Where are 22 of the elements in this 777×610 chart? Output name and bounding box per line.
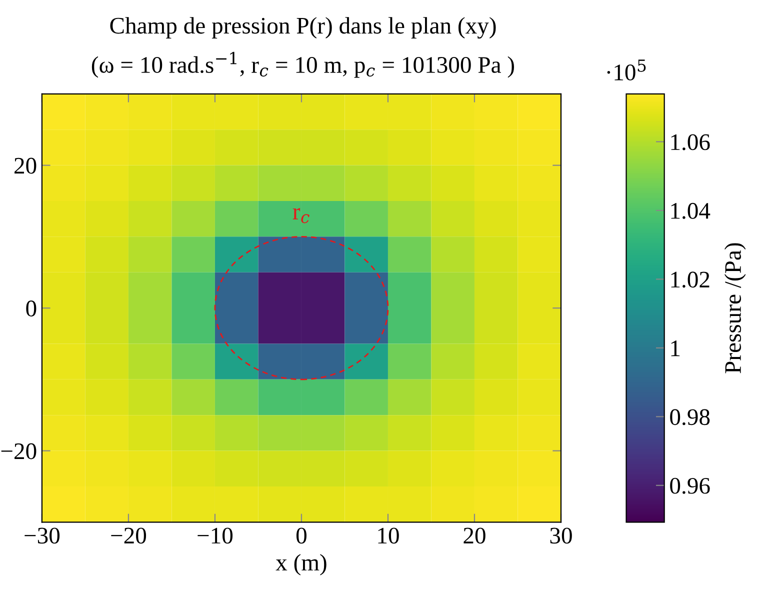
color-bar-label: 1.04 bbox=[671, 202, 710, 219]
text: ·10$^{5}$ bbox=[607, 60, 646, 80]
color-bar-label: 1.02 bbox=[671, 272, 710, 288]
y-tick-label: 20 bbox=[14, 158, 36, 174]
x-tick-label: 0 bbox=[296, 528, 306, 544]
color-bar-label: 0.96 bbox=[670, 478, 710, 494]
y-tick-label: 0 bbox=[26, 300, 36, 316]
color-bar-label: 1 bbox=[671, 340, 680, 356]
color-bar-label: 1.06 bbox=[671, 134, 710, 150]
x-axis-title: x (m) bbox=[276, 554, 326, 576]
color-bar-title: Pressure /(Pa) bbox=[724, 243, 746, 374]
x-tick-label: 20 bbox=[464, 528, 486, 544]
x-tick-label: −20 bbox=[111, 528, 146, 544]
color-bar-label: 0.98 bbox=[670, 409, 710, 426]
x-tick-label: 10 bbox=[378, 528, 399, 544]
annotation: r$_{c}$ bbox=[292, 208, 310, 224]
x-tick-label: 30 bbox=[550, 528, 572, 544]
chart-subtitle: (ω = 10 rad.s$^{−1}$, r$_{c}$ = 10 m, p$_{c}$ = 101300 Pa ) bbox=[92, 52, 514, 78]
x-tick-label: −30 bbox=[24, 528, 60, 544]
x-tick-label: −10 bbox=[198, 528, 233, 544]
y-tick-label: −20 bbox=[1, 443, 36, 460]
chart-title: Champ de pression P(r) dans le plan (xy) bbox=[110, 17, 496, 39]
